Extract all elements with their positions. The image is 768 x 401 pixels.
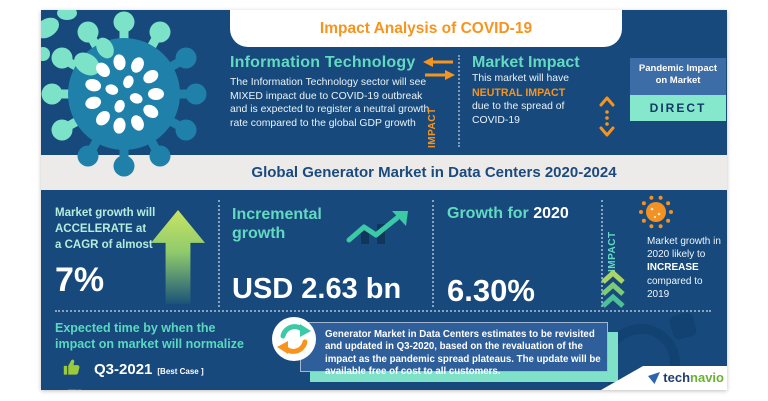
- market-line1: This market will have: [472, 73, 570, 84]
- trend-arrow-icon: [345, 210, 411, 251]
- banner-title: Impact Analysis of COVID-19: [319, 20, 533, 37]
- best-case-row: Q3-2021 [Best Case ]: [63, 358, 305, 382]
- up-down-arrow-icon: [597, 94, 617, 143]
- cagr-line3: a CAGR of almost: [55, 239, 153, 252]
- normalize-heading-line2: impact on market will normalize: [55, 337, 244, 352]
- worst-case-row: Q1-2022 [Worst Case]: [63, 387, 305, 390]
- market-highlight: NEUTRAL IMPACT: [472, 87, 566, 100]
- cagr-line2: ACCELERATE at: [55, 223, 147, 236]
- normalize-section: Expected time by when the impact on mark…: [55, 320, 305, 390]
- cagr-value: 7%: [55, 261, 105, 300]
- note-text: Generator Market in Data Centers estimat…: [325, 329, 601, 378]
- normalize-heading-line1: Expected time by when the: [55, 321, 216, 335]
- technavio-arrow-icon: [648, 371, 661, 384]
- growth-2020-value: 6.30%: [447, 273, 535, 308]
- best-case-label: [Best Case ]: [157, 367, 204, 376]
- impact-vertical-label-right: IMPACT: [607, 231, 618, 272]
- swap-arrows-icon: [423, 56, 455, 87]
- market-line3: COVID-19: [472, 115, 520, 127]
- thumbs-up-icon: [63, 358, 82, 382]
- report-title: Global Generator Market in Data Centers …: [251, 164, 617, 181]
- market-impact-section: Market Impact This market will have NEUT…: [472, 54, 622, 128]
- thumbs-down-icon: [63, 387, 82, 390]
- stats-divider-3: [601, 200, 603, 307]
- market-line2: due to the spread of: [472, 101, 565, 113]
- incremental-growth-stat: Incremental growth USD 2.63 bn: [232, 205, 427, 305]
- growth-2020-label: Growth for: [447, 205, 534, 222]
- growth-2020-stat: Growth for 2020 6.30%: [447, 205, 597, 308]
- outlook-line3: compared to 2019: [647, 275, 703, 300]
- pandemic-impact-panel: Pandemic Impact on Market DIRECT: [630, 58, 726, 121]
- stats-divider-1: [218, 200, 220, 307]
- cagr-stat: Market growth will ACCELERATE at a CAGR …: [55, 205, 215, 300]
- brand-name-part1: tech: [663, 370, 691, 385]
- incremental-value: USD 2.63 bn: [232, 273, 402, 305]
- market-heading: Market Impact: [472, 54, 580, 71]
- increase-chevrons-icon: [601, 269, 625, 313]
- stats-bottom-divider: [55, 310, 711, 312]
- best-case-value: Q3-2021: [94, 361, 153, 378]
- coronavirus-icon: [41, 10, 225, 203]
- pandemic-impact-value: DIRECT: [630, 95, 726, 121]
- infographic: Global Generator Market in Data Centers …: [41, 10, 727, 390]
- sector-impact-section: Information Technology The Information T…: [230, 54, 434, 131]
- incremental-line1: Incremental: [232, 206, 322, 223]
- growth-2020-year: 2020: [533, 205, 569, 222]
- cagr-line1: Market growth will: [55, 207, 156, 219]
- outlook-text: Market growth in 2020 likely to INCREASE…: [647, 235, 727, 301]
- top-divider: [458, 55, 460, 147]
- virus-sun-icon: [638, 194, 674, 235]
- refresh-icon: [271, 316, 317, 362]
- note-box: Generator Market in Data Centers estimat…: [300, 322, 608, 377]
- sector-heading: Information Technology: [230, 54, 416, 71]
- outlook-line2: 2020 likely to: [647, 249, 706, 261]
- sector-body: The Information Technology sector will s…: [230, 77, 430, 130]
- stats-divider-2: [432, 200, 434, 307]
- pandemic-impact-label: Pandemic Impact on Market: [630, 58, 726, 95]
- impact-vertical-label-top: IMPACT: [427, 107, 438, 148]
- outlook-line1: Market growth in: [647, 236, 721, 247]
- technavio-logo: tech navio: [647, 370, 724, 385]
- outlook-highlight: INCREASE: [647, 262, 699, 274]
- incremental-line2: growth: [232, 225, 286, 243]
- banner: Impact Analysis of COVID-19: [230, 10, 622, 47]
- brand-name-part2: navio: [690, 370, 724, 385]
